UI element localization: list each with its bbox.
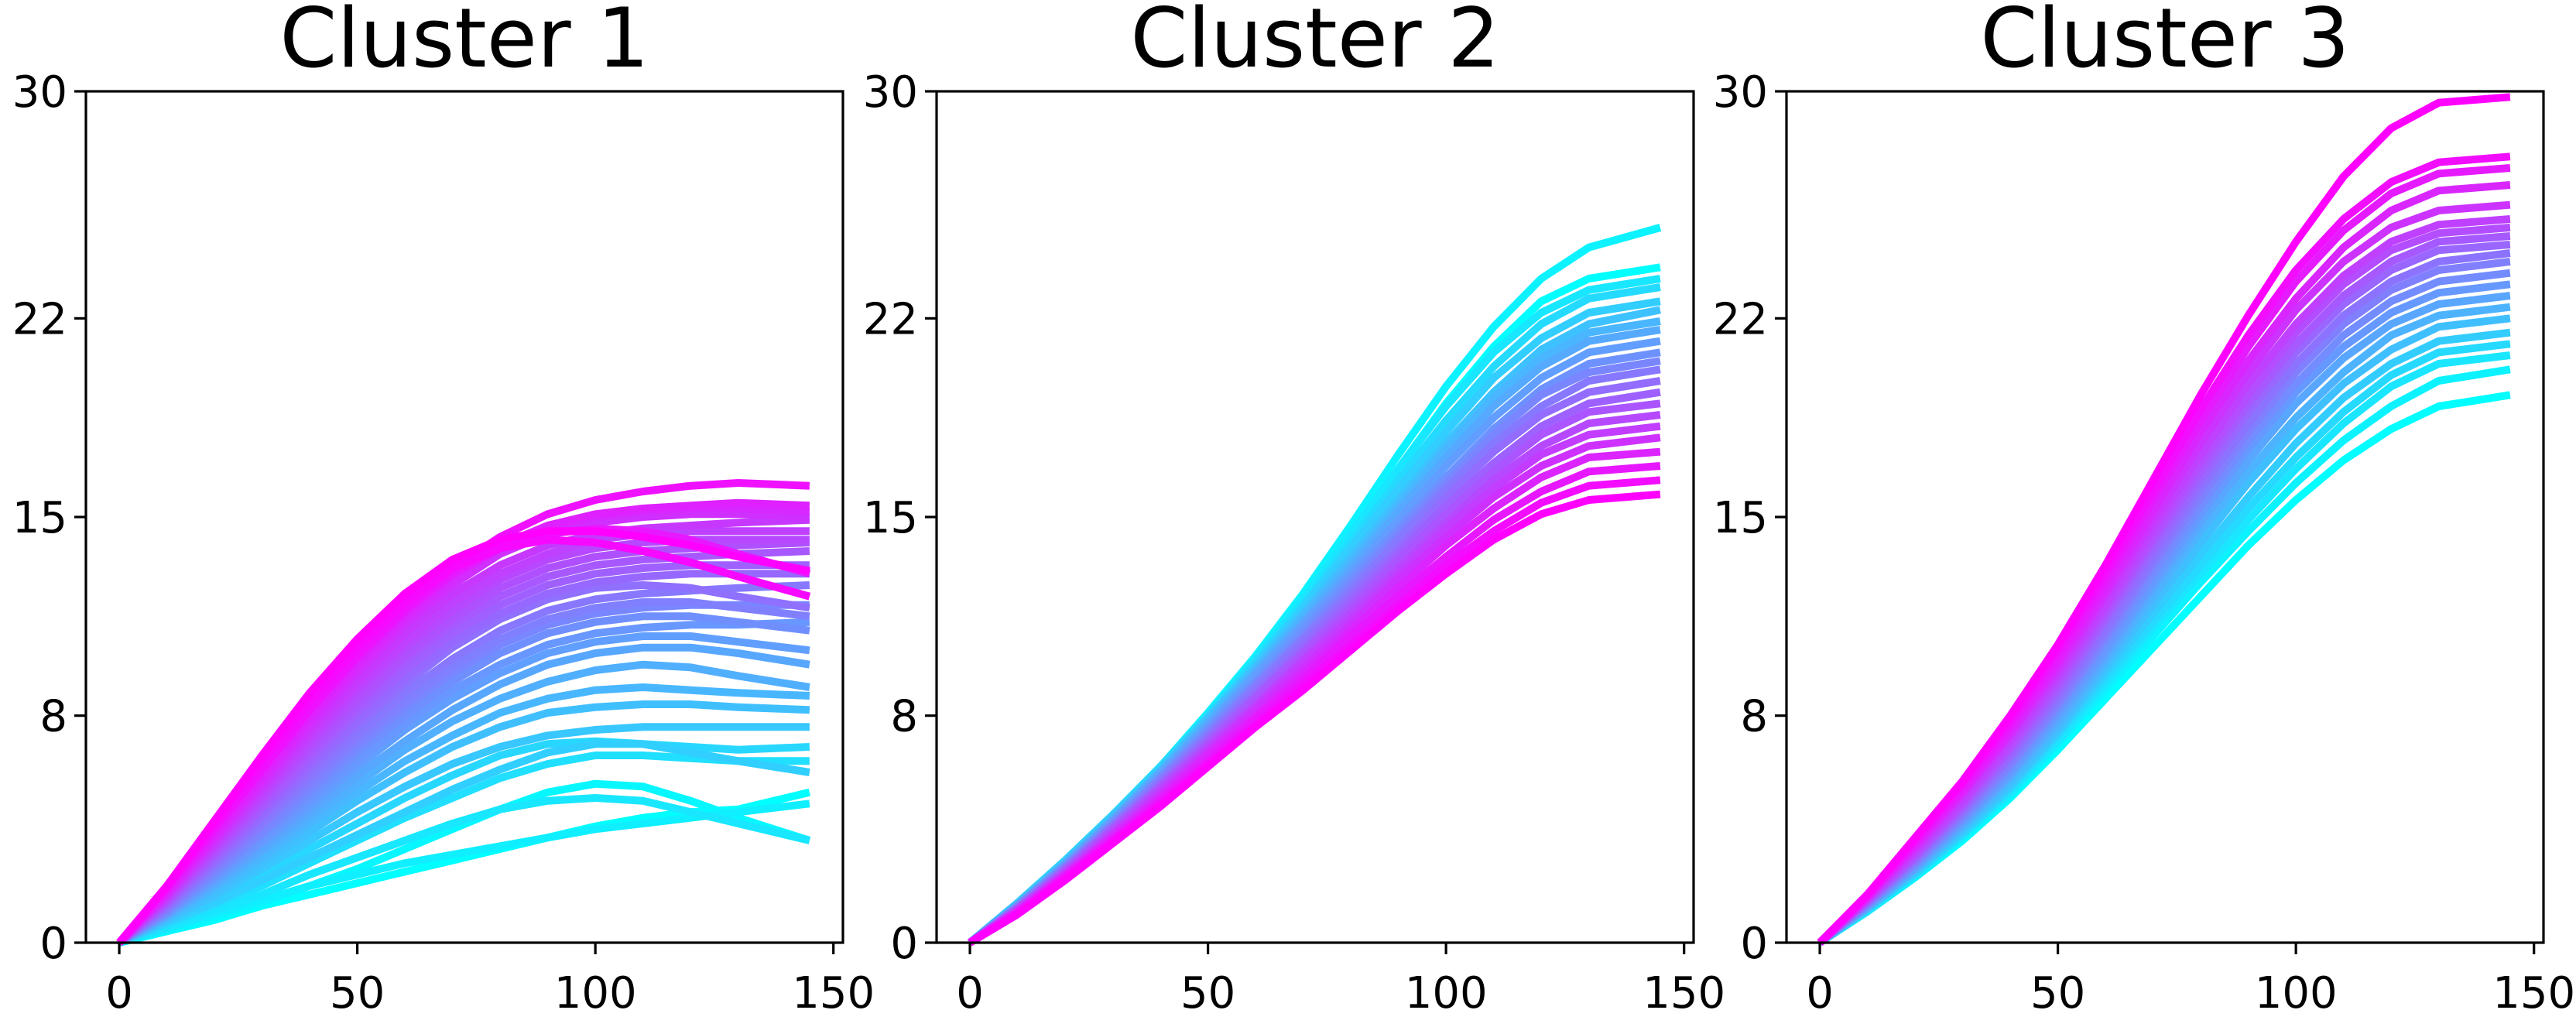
panel-1-title: Cluster 1	[279, 0, 649, 86]
panel-2-series	[967, 224, 1662, 947]
panel-2-series-line-22	[968, 490, 1661, 947]
panel-cluster-1: Cluster 1 0 50 100 150 0 8 15 22 30	[12, 0, 875, 1019]
panel-1-ytick-label: 15	[12, 493, 67, 543]
panel-cluster-3: Cluster 3 0 50 100 150 0 8 15 22 30	[1713, 0, 2575, 1019]
panel-3-yticks: 0 8 15 22 30	[1713, 67, 1786, 969]
panel-1-ytick-label: 0	[39, 919, 67, 969]
panel-3-ytick-label: 0	[1740, 919, 1768, 969]
panel-2-ytick-label: 0	[890, 919, 918, 969]
panel-3-xtick-label: 150	[2492, 968, 2575, 1019]
panel-1-xtick-label: 100	[554, 968, 637, 1019]
panel-1-series-line-33	[116, 527, 810, 946]
panel-1-ytick-label: 30	[12, 67, 67, 118]
panel-3-series	[1817, 93, 2511, 947]
panel-3-ytick-label: 15	[1713, 493, 1768, 543]
panel-2-xtick-label: 50	[1180, 968, 1235, 1019]
panel-1-xtick-label: 50	[330, 968, 385, 1019]
panel-3-xtick-label: 0	[1806, 968, 1834, 1019]
panel-1-xticks: 0 50 100 150	[105, 943, 875, 1019]
panel-2-title: Cluster 2	[1130, 0, 1499, 86]
panel-2-yticks: 0 8 15 22 30	[863, 67, 937, 969]
panel-1-yticks: 0 8 15 22 30	[12, 67, 86, 969]
panel-3-ytick-label: 30	[1713, 67, 1768, 118]
panel-3-xtick-label: 100	[2255, 968, 2338, 1019]
panel-2-ytick-label: 30	[863, 67, 918, 118]
panel-2-xtick-label: 0	[956, 968, 984, 1019]
panel-1-xtick-label: 150	[792, 968, 875, 1019]
panel-3-series-line-21	[1817, 93, 2511, 946]
panel-cluster-2: Cluster 2 0 50 100 150 0 8 15 22 30	[863, 0, 1725, 1019]
panel-2-ytick-label: 15	[863, 493, 918, 543]
panel-3-ytick-label: 8	[1740, 692, 1768, 742]
panel-1-ytick-label: 8	[39, 692, 67, 742]
panel-3-xtick-label: 50	[2030, 968, 2085, 1019]
panel-1-series-line-7	[118, 740, 810, 947]
panel-2-ytick-label: 22	[863, 294, 918, 344]
panel-2-xtick-label: 150	[1643, 968, 1725, 1019]
panel-3-ytick-label: 22	[1713, 294, 1768, 344]
panel-3-title: Cluster 3	[1980, 0, 2349, 86]
panel-1-series-line-4	[118, 794, 811, 947]
panel-3-xticks: 0 50 100 150	[1806, 943, 2575, 1019]
panel-2-xtick-label: 100	[1405, 968, 1488, 1019]
panel-1-series	[116, 479, 811, 947]
panel-1-series-line-9	[117, 700, 810, 947]
panel-1-ytick-label: 22	[12, 294, 67, 344]
panel-2-xticks: 0 50 100 150	[956, 943, 1725, 1019]
panel-2-ytick-label: 8	[890, 692, 918, 742]
panel-1-xtick-label: 0	[105, 968, 133, 1019]
